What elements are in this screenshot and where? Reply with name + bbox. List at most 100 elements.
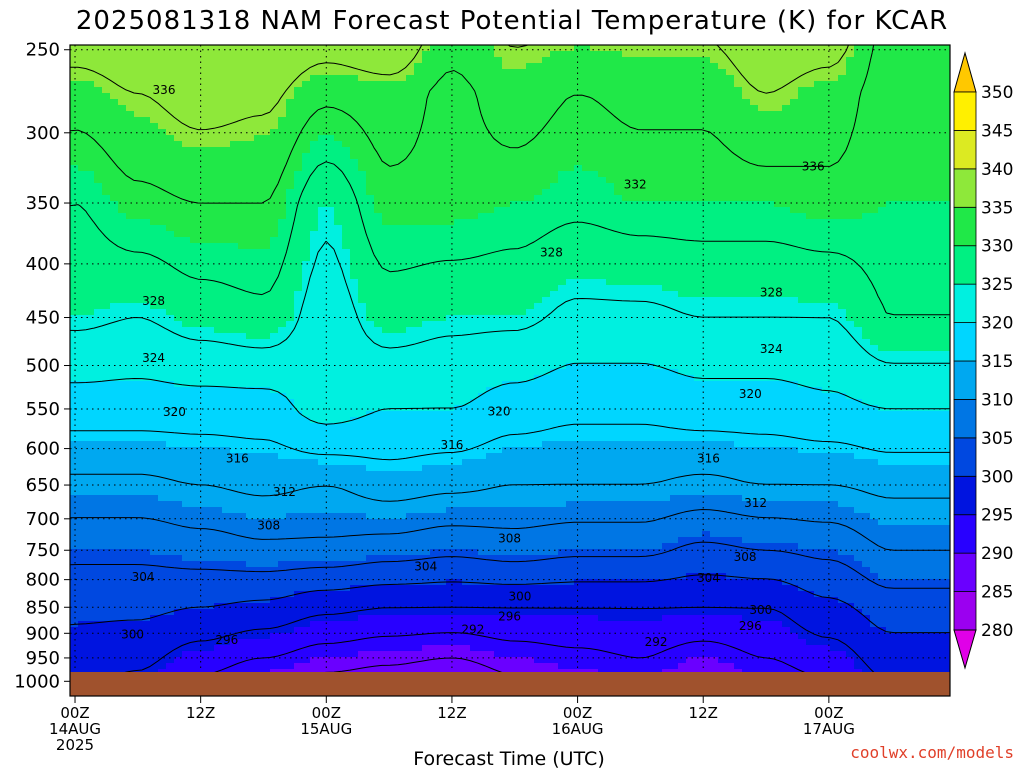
x-tick-label: 00Z bbox=[563, 704, 592, 722]
colorbar-tick-label: 315 bbox=[981, 352, 1013, 372]
contour-label: 328 bbox=[760, 286, 783, 300]
colorbar-tick-label: 300 bbox=[981, 467, 1013, 487]
x-tick-label: 17AUG bbox=[803, 720, 855, 738]
y-tick-label: 250 bbox=[26, 40, 60, 61]
contour-label: 320 bbox=[739, 387, 762, 401]
y-tick-label: 500 bbox=[26, 356, 60, 377]
contour-label: 320 bbox=[488, 404, 511, 418]
y-tick-label: 950 bbox=[26, 648, 60, 669]
colorbar-swatch bbox=[953, 552, 977, 592]
y-tick-label: 550 bbox=[26, 399, 60, 420]
y-tick-label: 600 bbox=[26, 439, 60, 460]
contour-label: 316 bbox=[440, 438, 463, 452]
colorbar-swatch bbox=[953, 91, 977, 131]
grid-lines bbox=[70, 45, 950, 696]
colorbar-tick-label: 280 bbox=[981, 621, 1013, 641]
contour-label: 304 bbox=[414, 559, 437, 573]
contour-label: 296 bbox=[215, 633, 238, 647]
colorbar-tick-label: 320 bbox=[981, 314, 1013, 334]
contour-label: 300 bbox=[509, 589, 532, 603]
x-tick-label: 00Z bbox=[60, 704, 89, 722]
colorbar-swatch bbox=[953, 399, 977, 439]
colorbar-swatch bbox=[953, 322, 977, 362]
contour-label: 300 bbox=[749, 603, 772, 617]
contour-label: 332 bbox=[624, 177, 647, 191]
colorbar-swatch bbox=[953, 245, 977, 285]
contour-label: 296 bbox=[498, 609, 521, 623]
x-tick-label: 12Z bbox=[437, 704, 466, 722]
y-tick-label: 300 bbox=[26, 123, 60, 144]
colorbar-tick-label: 325 bbox=[981, 275, 1013, 295]
x-tick-label: 12Z bbox=[186, 704, 215, 722]
y-tick-label: 800 bbox=[26, 570, 60, 591]
contour-label: 316 bbox=[697, 451, 720, 465]
contour-label: 324 bbox=[760, 342, 783, 356]
x-axis-label: Forecast Time (UTC) bbox=[413, 748, 604, 768]
contour-label: 304 bbox=[132, 570, 155, 584]
colorbar-swatch bbox=[953, 514, 977, 554]
x-tick-label: 16AUG bbox=[552, 720, 604, 738]
contour-label: 328 bbox=[142, 294, 165, 308]
x-tick-label: 14AUG bbox=[49, 720, 101, 738]
contour-label: 308 bbox=[498, 532, 521, 546]
contour-label: 308 bbox=[734, 550, 757, 564]
y-tick-label: 700 bbox=[26, 509, 60, 530]
contour-label: 336 bbox=[802, 159, 825, 173]
contour-label: 336 bbox=[153, 83, 176, 97]
contour-label: 320 bbox=[163, 405, 186, 419]
colorbar-tick-label: 305 bbox=[981, 429, 1013, 449]
contour-label: 292 bbox=[645, 635, 668, 649]
contour-label: 308 bbox=[257, 518, 280, 532]
colorbar-tick-label: 330 bbox=[981, 237, 1013, 257]
colorbar-swatch bbox=[953, 206, 977, 247]
colorbar-tick-label: 285 bbox=[981, 583, 1013, 603]
contour-label: 324 bbox=[142, 351, 165, 365]
plot-frame bbox=[69, 44, 951, 697]
y-tick-label: 750 bbox=[26, 540, 60, 561]
y-tick-label: 900 bbox=[26, 623, 60, 644]
credit-text: coolwx.com/models bbox=[850, 743, 1014, 762]
colorbar-bottom-arrow bbox=[953, 629, 977, 670]
colorbar-top-arrow bbox=[953, 51, 977, 93]
y-axis: 250 300 350 400 450 500 550 600 650 700 750 800 850 9… bbox=[14, 40, 70, 692]
contour-label: 328 bbox=[540, 245, 563, 259]
colorbar-swatch bbox=[953, 283, 977, 323]
colorbar-swatch bbox=[953, 591, 977, 631]
y-tick-label: 1000 bbox=[14, 671, 60, 692]
colorbar-tick-label: 350 bbox=[981, 83, 1013, 103]
colorbar-tick-label: 295 bbox=[981, 506, 1013, 526]
contour-label: 312 bbox=[273, 485, 296, 499]
contour-label: 316 bbox=[226, 451, 249, 465]
contour-label: 304 bbox=[697, 571, 720, 585]
colorbar-tick-label: 340 bbox=[981, 160, 1013, 180]
y-tick-label: 350 bbox=[26, 193, 60, 214]
colorbar-tick-label: 310 bbox=[981, 390, 1013, 410]
plot-area: 3403363403363363323283283283243243203203… bbox=[70, 45, 950, 696]
contour-label: 300 bbox=[121, 627, 144, 641]
x-tick-label: 00Z bbox=[814, 704, 843, 722]
ground-surface bbox=[70, 672, 950, 696]
colorbar-tick-label: 290 bbox=[981, 544, 1013, 564]
colorbar-swatch bbox=[953, 360, 977, 400]
y-tick-label: 650 bbox=[26, 475, 60, 496]
colorbar-tick-label: 335 bbox=[981, 198, 1013, 218]
contour-label: 296 bbox=[739, 619, 762, 633]
colorbar-swatch bbox=[953, 475, 977, 516]
x-tick-label: 2025 bbox=[56, 736, 94, 754]
y-tick-label: 450 bbox=[26, 308, 60, 329]
colorbar-swatch bbox=[953, 130, 977, 170]
colorbar-swatch bbox=[953, 168, 977, 208]
colorbar-swatch bbox=[953, 437, 977, 477]
y-tick-label: 400 bbox=[26, 254, 60, 275]
y-tick-label: 850 bbox=[26, 597, 60, 618]
colorbar: 280 285 290 295 300 305 310 315 320 325 330 335 340 3… bbox=[953, 51, 1013, 670]
x-tick-label: 12Z bbox=[689, 704, 718, 722]
chart-title: 2025081318 NAM Forecast Potential Temper… bbox=[76, 6, 948, 36]
x-tick-label: 00Z bbox=[312, 704, 341, 722]
contour-label: 292 bbox=[461, 623, 484, 637]
colorbar-tick-label: 345 bbox=[981, 121, 1013, 141]
contour-labels: 3403363403363363323283283283243243203203… bbox=[121, 83, 825, 649]
contour-label: 312 bbox=[744, 496, 767, 510]
